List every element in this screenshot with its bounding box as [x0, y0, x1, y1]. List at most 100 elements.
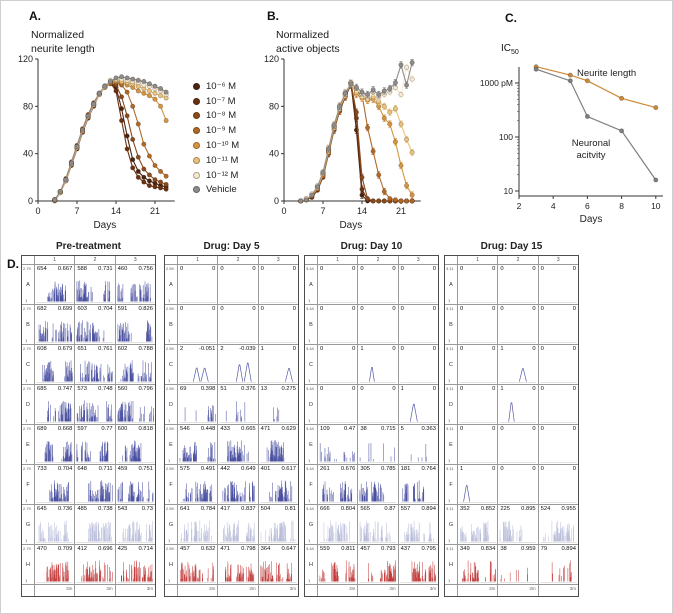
mea-cell-count: 364: [260, 545, 271, 552]
mea-cell: 597 0.77: [74, 425, 114, 464]
mea-row-ymax-label: 2.79: [23, 466, 31, 471]
mea-trace-svg: [459, 485, 496, 503]
mea-trace-svg: [179, 481, 216, 503]
mea-trace-svg: [359, 520, 397, 543]
mea-cell-count: 471: [220, 545, 230, 552]
mea-cell-corr: 0.73: [141, 505, 153, 512]
mea-row-letter: D: [26, 401, 30, 408]
mea-row-axis: 3.44 A 1: [305, 265, 317, 304]
mea-col-label: 1: [34, 256, 74, 264]
mea-trace-svg: [260, 440, 297, 463]
mea-cell-count: 600: [117, 425, 128, 432]
mea-cell-count: 352: [460, 505, 470, 512]
mea-row-ymax-label: 3.11: [446, 306, 454, 311]
chart-a-svg: 0 40 80 120 0 7 14 21 Days: [18, 54, 175, 231]
legend-item-6: 10⁻¹² M: [193, 168, 239, 183]
annotation-neuronal-line2: acitvity: [576, 150, 605, 161]
mea-trace-svg: [540, 302, 577, 303]
mea-cell-corr: 0: [492, 465, 496, 472]
mea-row-axis: 2.59 G 1: [165, 505, 177, 544]
mea-time-axis-row: 3m 3m 3m: [305, 584, 438, 596]
mea-cell: 591 0.826: [114, 305, 155, 344]
mea-trace-svg: [179, 302, 216, 303]
mea-cell-count: 1: [460, 465, 464, 472]
mea-row: 2.59 H 1 457 0.632 471 0.798 364 0.647: [165, 544, 298, 584]
legend-item-2: 10⁻⁸ M: [193, 109, 239, 124]
mea-trace-svg: [359, 560, 397, 583]
mea-cell-corr: 0.617: [281, 465, 296, 472]
mea-footer-spacer: [165, 585, 177, 596]
mea-row-letter: D: [309, 401, 313, 408]
mea-cell: 608 0.679: [34, 345, 74, 384]
mea-cell-corr: 0.87: [384, 505, 396, 512]
mea-row: 3.44 A 1 0 0 0 0 0 0: [305, 264, 438, 304]
mea-cell-count: 2: [220, 345, 224, 352]
mea-cell: 546 0.448: [177, 425, 217, 464]
mea-trace-svg: [36, 360, 73, 383]
mea-row-axis: 3.11 B 1: [445, 305, 457, 344]
mea-trace-svg: [400, 382, 437, 383]
mea-row-letter: B: [26, 321, 30, 328]
mea-row-axis: 3.44 F 1: [305, 465, 317, 504]
mea-panel-title-1: Drug: Day 5: [203, 241, 260, 252]
mea-cell-count: 79: [540, 545, 548, 552]
mea-cell-corr: 0.704: [57, 465, 73, 472]
mea-cell-count: 457: [360, 545, 370, 552]
mea-trace-svg: [219, 440, 257, 463]
mea-cell-count: 543: [117, 505, 128, 512]
mea-trace-svg: [117, 560, 154, 583]
mea-cell-count: 565: [360, 505, 370, 512]
mea-trace-svg: [179, 342, 216, 343]
mea-cell-count: 588: [77, 265, 87, 272]
mea-cell-count: 0: [400, 345, 404, 352]
mea-time-label: 3m: [177, 585, 217, 596]
mea-cell-corr: 0.796: [138, 385, 153, 392]
mea-cell-count: 225: [500, 505, 510, 512]
mea-cell-corr: 0.811: [341, 545, 356, 552]
mea-row-letter: C: [449, 361, 453, 368]
mea-cell-corr: 0: [352, 305, 356, 312]
mea-trace-svg: [499, 462, 537, 463]
mea-trace-svg: [359, 367, 397, 383]
mea-cell-count: 0: [260, 305, 264, 312]
mea-cell-corr: 0: [292, 305, 296, 312]
mea-cell-count: 689: [37, 425, 47, 432]
mea-cell: 364 0.647: [257, 545, 298, 584]
mea-trace-svg: [76, 441, 114, 463]
mea-row-letter: G: [168, 521, 174, 528]
mea-header-spacer: [445, 256, 457, 264]
mea-trace-svg: [219, 561, 257, 583]
mea-row-letter: F: [309, 481, 313, 488]
mea-cell-count: 685: [37, 385, 47, 392]
mea-cell-corr: 0: [532, 265, 536, 272]
mea-row-ymin-label: 1: [25, 458, 28, 463]
mea-row-ymin-label: 1: [448, 538, 451, 543]
mea-row-ymax-label: 2.59: [166, 546, 174, 551]
mea-cell-count: 0: [400, 265, 404, 272]
mea-cell-corr: 0.895: [521, 505, 536, 512]
mea-cell-count: 460: [117, 265, 128, 272]
mea-row-axis: 3.44 E 1: [305, 425, 317, 464]
mea-trace-svg: [260, 561, 297, 583]
mea-row-axis: 3.11 H 1: [445, 545, 457, 584]
mea-trace-svg: [117, 440, 154, 463]
mea-row-ymin-label: 1: [308, 578, 311, 583]
mea-row-ymax-label: 3.11: [446, 506, 454, 511]
mea-cell-corr: 0: [392, 345, 396, 352]
mea-cell: 225 0.895: [497, 505, 537, 544]
mea-cell-corr: 0: [352, 385, 356, 392]
mea-row-letter: C: [26, 361, 30, 368]
mea-trace-svg: [36, 321, 73, 343]
mea-cell-count: 645: [37, 505, 47, 512]
mea-row-ymin-label: 1: [448, 578, 451, 583]
mea-trace-svg: [260, 480, 297, 503]
mea-trace-svg: [319, 422, 356, 423]
mea-trace-svg: [219, 302, 257, 303]
mea-cell-corr: 0.363: [421, 425, 436, 432]
